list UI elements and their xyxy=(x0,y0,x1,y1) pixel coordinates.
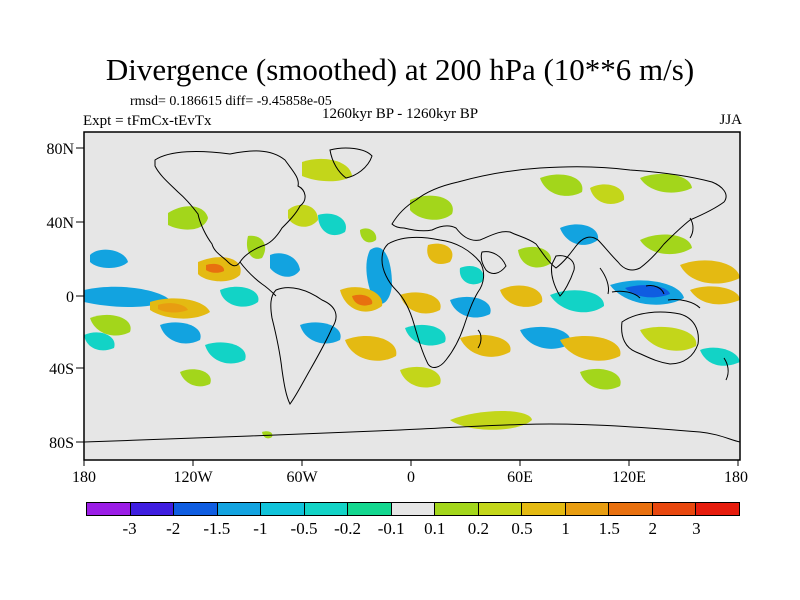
colorbar-label: -3 xyxy=(122,519,137,538)
period-text: 1260kyr BP - 1260kyr BP xyxy=(322,106,479,122)
colorbar-swatch xyxy=(260,502,305,516)
colorbar-label: -0.2 xyxy=(334,519,362,538)
colorbar-swatch xyxy=(477,502,523,516)
lat-label: 40N xyxy=(46,215,74,232)
colorbar-label: 1 xyxy=(561,519,570,538)
colorbar-label: 0.2 xyxy=(467,519,490,538)
colorbar-swatch xyxy=(303,502,349,516)
lon-ticks xyxy=(83,460,739,466)
colorbar-label: 0.1 xyxy=(424,519,446,538)
lon-labels: 180 120W 60W 0 60E 120E 180 xyxy=(72,469,748,486)
colorbar-swatch xyxy=(390,502,436,516)
colorbar xyxy=(86,502,740,516)
colorbar-swatch xyxy=(564,502,610,516)
colorbar-swatch xyxy=(695,502,740,516)
colorbar-label: -1.5 xyxy=(203,519,231,538)
colorbar-label: 0.5 xyxy=(511,519,533,538)
colorbar-swatch xyxy=(608,502,653,516)
lon-label: 120W xyxy=(173,469,213,486)
divergence-field xyxy=(84,158,740,439)
season-text: JJA xyxy=(719,112,742,128)
coastlines xyxy=(84,147,740,443)
colorbar-label: 2 xyxy=(648,519,658,538)
lat-ticks xyxy=(76,147,84,443)
colorbar-swatch xyxy=(173,502,218,516)
plot-title: Divergence (smoothed) at 200 hPa (10**6 … xyxy=(105,52,695,87)
experiment-text: Expt = tFmCx-tEvTx xyxy=(83,113,212,129)
colorbar-swatch xyxy=(434,502,479,516)
lon-label: 60W xyxy=(286,469,318,486)
colorbar-label: 1.5 xyxy=(598,519,620,538)
lon-label: 180 xyxy=(72,469,96,486)
colorbar-label: 3 xyxy=(692,519,701,538)
colorbar-label: -1 xyxy=(253,519,268,538)
colorbar-swatch xyxy=(129,502,175,516)
colorbar-swatch xyxy=(651,502,697,516)
colorbar-label: -0.5 xyxy=(290,519,318,538)
lon-label: 120E xyxy=(612,469,646,486)
lon-label: 0 xyxy=(407,469,415,486)
colorbar-swatch xyxy=(521,502,566,516)
lon-label: 60E xyxy=(507,469,533,486)
colorbar-swatch xyxy=(347,502,392,516)
colorbar-swatch xyxy=(86,502,131,516)
stats-text: rmsd= 0.186615 diff= -9.45858e-05 xyxy=(130,94,332,109)
lat-label: 0 xyxy=(66,289,74,306)
colorbar-label: -2 xyxy=(166,519,181,538)
lat-label: 80S xyxy=(49,435,74,452)
lat-label: 80N xyxy=(46,141,74,158)
colorbar-swatch xyxy=(216,502,262,516)
lat-labels: 80N 40N 0 40S 80S xyxy=(46,141,74,452)
lat-label: 40S xyxy=(49,361,74,378)
colorbar-label: -0.1 xyxy=(377,519,405,538)
lon-label: 180 xyxy=(724,469,748,486)
